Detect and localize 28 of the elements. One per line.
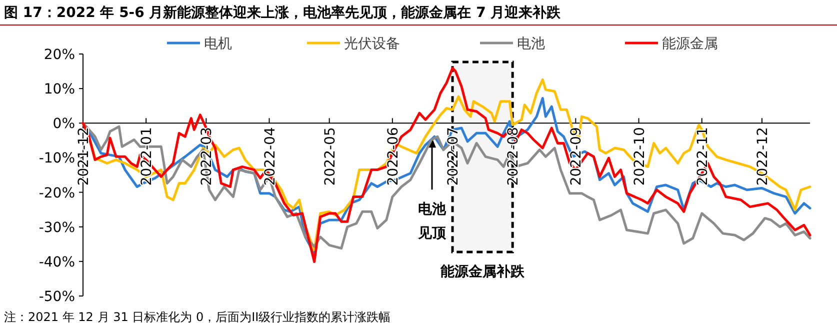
y-tick-label: 0% [52,116,75,132]
legend-label: 光伏设备 [344,36,400,52]
x-tick-label: 2022-11 [694,127,711,186]
x-tick-label: 2022-09 [568,127,585,186]
x-tick-label: 2022-04 [262,127,278,186]
band-label: 能源金属补跌 [440,262,526,280]
x-tick-label: 2022-01 [139,127,156,186]
chart-title: 图 17：2022 年 5-6 月新能源整体迎来上涨，电池率先见顶，能源金属在 7 月迎来补跌 [4,4,562,21]
x-tick-label: 2022-05 [322,127,338,186]
y-tick-label: 20% [44,47,75,63]
y-tick-label: -20% [38,185,75,202]
x-tick-label: 2022-03 [199,127,216,186]
x-tick-label: 2021-12 [76,127,92,186]
y-tick-label: -50% [38,289,75,305]
legend-label: 电池 [517,36,545,52]
x-tick-label: 2022-07 [446,127,462,186]
x-tick-label: 2022-08 [506,127,522,186]
text: 注：2021 年 12 月 31 日标准化为 0，后面为II级行业指数的累计涨跌幅 [4,310,391,323]
y-tick-label: -10% [38,150,75,167]
x-tick-label: 2022-06 [385,127,402,186]
annotation: 电池见顶 [417,202,447,242]
y-tick-label: -40% [38,254,75,270]
x-tick-label: 2022-10 [632,127,648,186]
legend-label: 能源金属 [662,36,718,52]
legend-label: 电机 [204,36,232,52]
y-tick-label: -30% [38,220,75,236]
x-tick-label: 2022-12 [754,127,771,186]
y-tick-label: 10% [44,82,75,98]
